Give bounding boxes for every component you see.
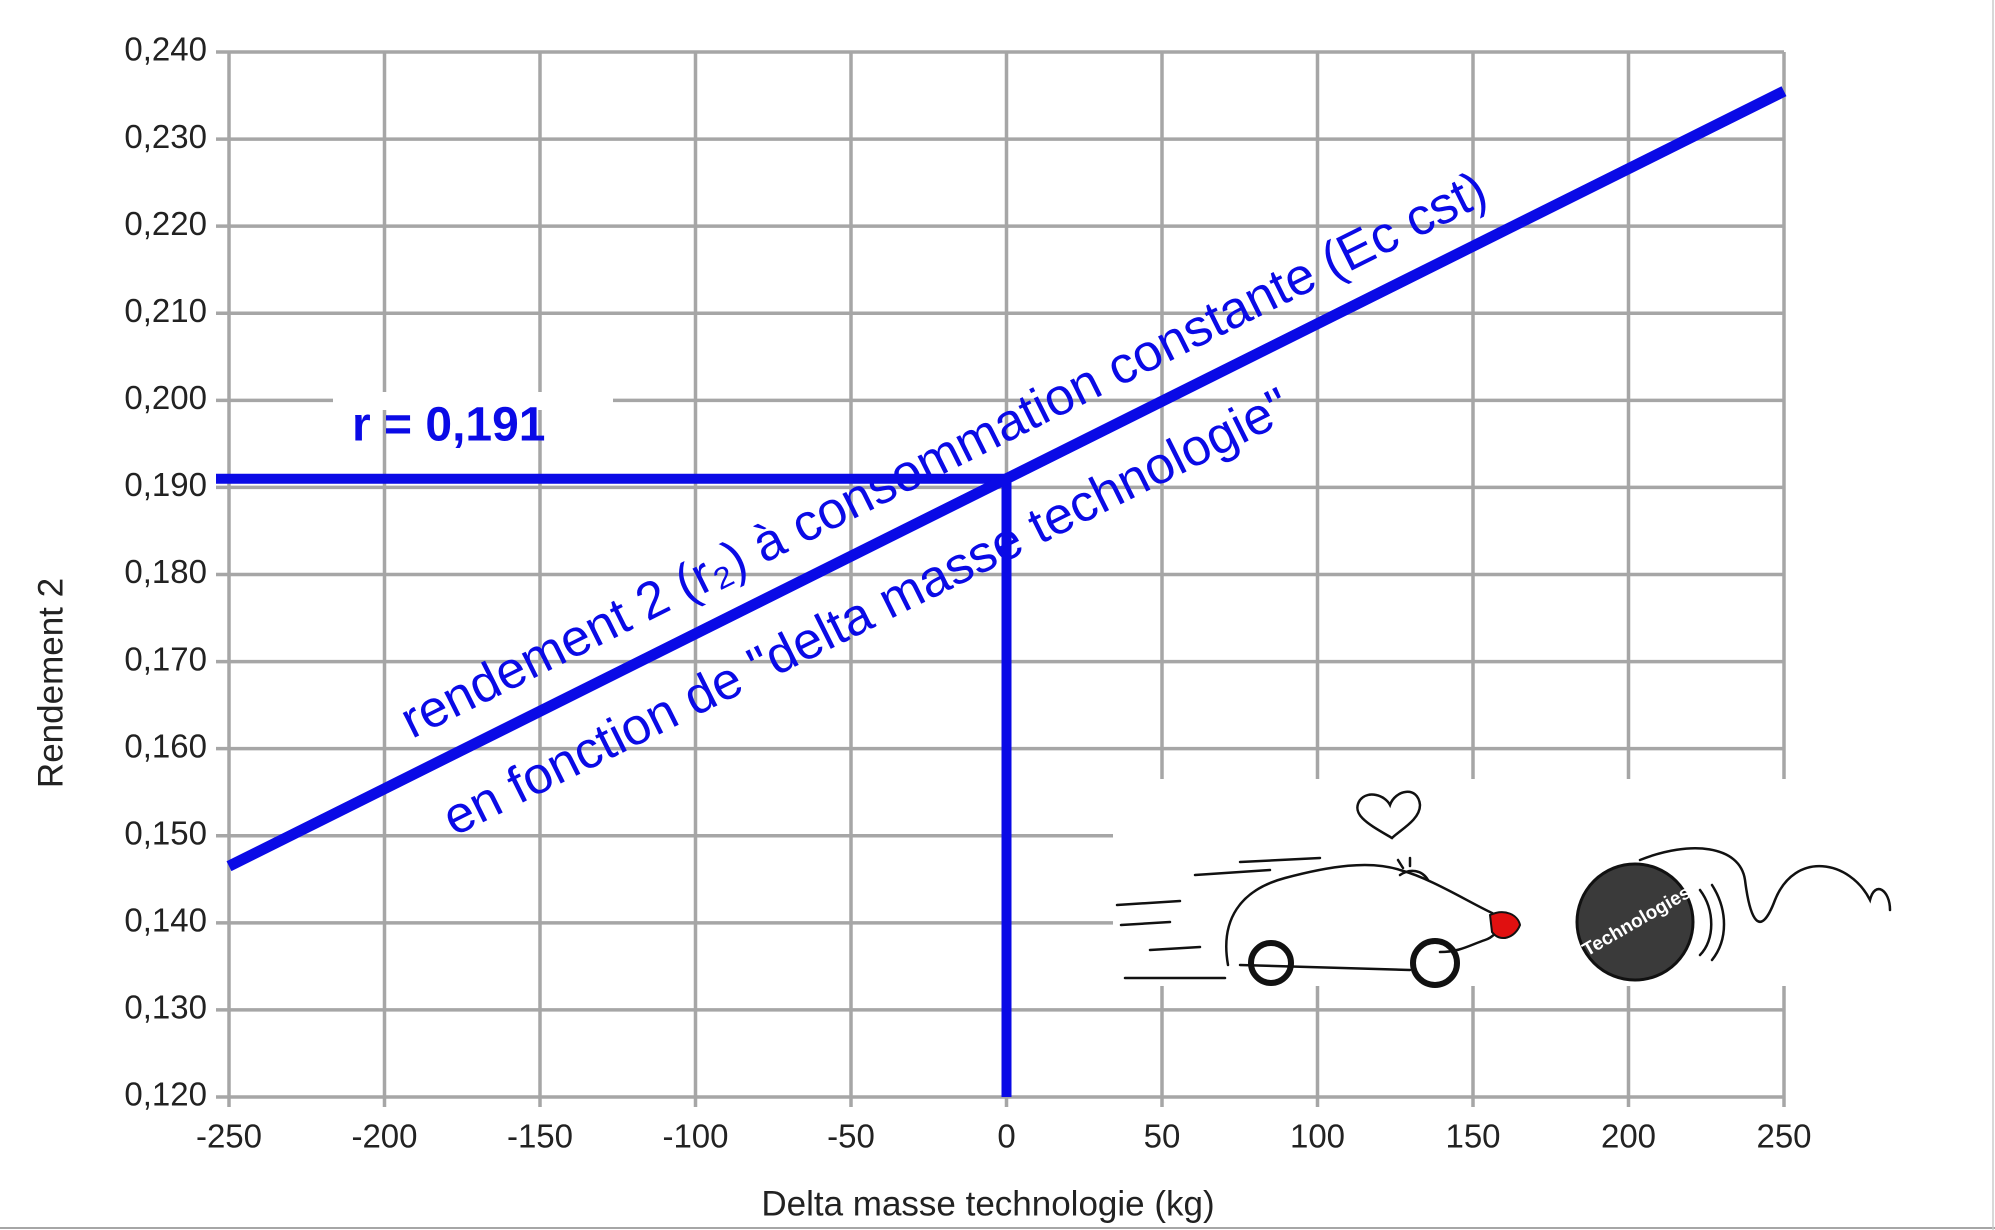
y-axis-label: Rendement 2 <box>31 578 70 788</box>
y-tick-label: 0,200 <box>124 379 207 416</box>
x-tick-label: -100 <box>662 1118 728 1155</box>
y-tick-label: 0,170 <box>124 640 207 677</box>
y-tick-label: 0,220 <box>124 205 207 242</box>
x-tick-label: 150 <box>1445 1118 1500 1155</box>
x-axis-label: Delta masse technologie (kg) <box>761 1184 1214 1223</box>
picture-background <box>1113 779 1896 986</box>
x-tick-label: 250 <box>1756 1118 1811 1155</box>
y-tick-label: 0,120 <box>124 1076 207 1113</box>
y-tick-label: 0,130 <box>124 989 207 1026</box>
x-tick-label: 50 <box>1144 1118 1181 1155</box>
y-tick-label: 0,150 <box>124 814 207 851</box>
y-tick-label: 0,210 <box>124 292 207 329</box>
x-tick-label: -150 <box>507 1118 573 1155</box>
y-tick-label: 0,190 <box>124 466 207 503</box>
x-tick-label: 200 <box>1601 1118 1656 1155</box>
x-tick-label: -250 <box>196 1118 262 1155</box>
y-tick-label: 0,180 <box>124 553 207 590</box>
y-tick-label: 0,240 <box>124 31 207 68</box>
y-tick-label: 0,140 <box>124 902 207 939</box>
x-tick-label: -50 <box>827 1118 875 1155</box>
reference-label: r = 0,191 <box>352 399 546 452</box>
x-tick-label: 0 <box>997 1118 1015 1155</box>
chart: 0,120 0,130 0,140 0,150 0,160 0,170 0,180 0,190… <box>0 0 1995 1230</box>
x-tick-label: -200 <box>351 1118 417 1155</box>
x-tick-label: 100 <box>1290 1118 1345 1155</box>
y-tick-label: 0,230 <box>124 118 207 155</box>
y-tick-label: 0,160 <box>124 727 207 764</box>
